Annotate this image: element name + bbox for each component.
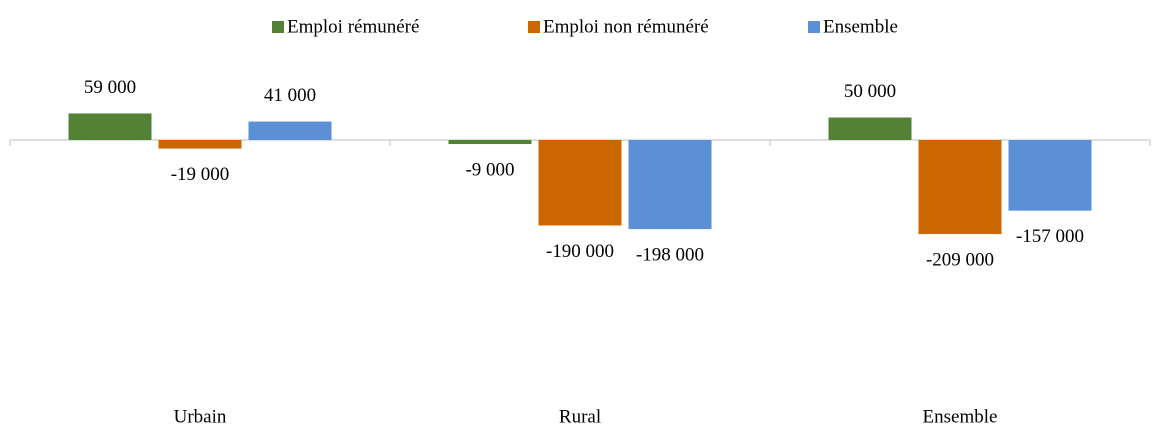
value-label: 59 000 [84, 77, 136, 98]
value-label: -9 000 [465, 159, 514, 180]
legend-swatch [272, 21, 284, 33]
value-label: -19 000 [171, 164, 230, 185]
bar [538, 140, 622, 226]
legend-swatch [528, 21, 540, 33]
value-label: -190 000 [546, 241, 614, 262]
legend-label: Emploi rémunéré [287, 16, 419, 37]
x-tick-label: Urbain [174, 406, 227, 427]
bar [248, 121, 332, 140]
legend-label: Ensemble [823, 16, 898, 37]
x-tick-label: Rural [559, 406, 601, 427]
legend-swatch [808, 21, 820, 33]
value-label: 41 000 [264, 85, 316, 106]
value-label: 50 000 [844, 81, 896, 102]
x-tick-label: Ensemble [923, 406, 998, 427]
value-label: -198 000 [636, 244, 704, 265]
bar [918, 140, 1002, 235]
bar [828, 117, 912, 140]
legend-label: Emploi non rémunéré [543, 16, 709, 37]
bar [158, 140, 242, 149]
value-label: -157 000 [1016, 226, 1084, 247]
bar [448, 140, 532, 145]
value-label: -209 000 [926, 249, 994, 270]
bar [68, 113, 152, 140]
bar [1008, 140, 1092, 211]
bar [628, 140, 712, 230]
